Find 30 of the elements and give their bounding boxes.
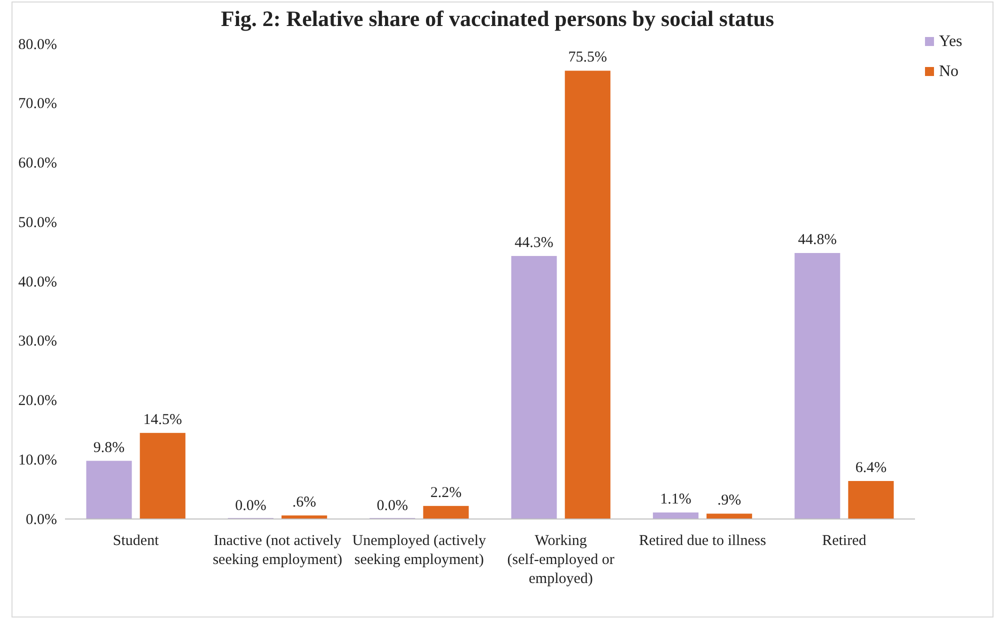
y-tick-label: 60.0% — [18, 156, 57, 172]
data-label: 14.5% — [143, 412, 182, 428]
data-label: .6% — [292, 494, 316, 510]
data-label: 2.2% — [430, 484, 462, 501]
x-tick-label: Retired due to illness — [638, 533, 766, 549]
data-label: 0.0% — [376, 498, 408, 514]
legend-label: Yes — [939, 33, 962, 50]
data-label: 6.4% — [855, 460, 887, 476]
y-tick-label: 10.0% — [18, 452, 57, 468]
y-tick-label: 30.0% — [18, 334, 57, 350]
y-tick-label: 40.0% — [18, 274, 57, 290]
legend-label: No — [939, 63, 959, 80]
y-tick-label: 80.0% — [18, 36, 57, 53]
data-label: 1.1% — [660, 491, 692, 508]
x-tick-label: Unemployed (actively seeking employment) — [352, 533, 487, 568]
x-tick-label: Inactive (not actively seeking employment) — [212, 533, 342, 568]
y-tick-label: 50.0% — [18, 214, 57, 231]
data-label: 9.8% — [93, 440, 125, 456]
data-label: .9% — [717, 492, 742, 509]
y-tick-label: 20.0% — [18, 393, 57, 410]
data-label: 44.8% — [798, 232, 837, 248]
chart-title: Fig. 2: Relative share of vaccinated persons by social status — [220, 6, 775, 31]
data-label: 44.3% — [514, 234, 554, 251]
y-tick-label: 0.0% — [26, 512, 57, 528]
data-label: 75.5% — [568, 50, 608, 66]
x-tick-label: Student — [112, 533, 160, 549]
x-tick-label: Retired — [822, 533, 867, 549]
y-tick-label: 70.0% — [18, 96, 57, 112]
data-label: 0.0% — [235, 498, 266, 514]
x-tick-label: Working (self-employed or employed) — [507, 533, 614, 587]
